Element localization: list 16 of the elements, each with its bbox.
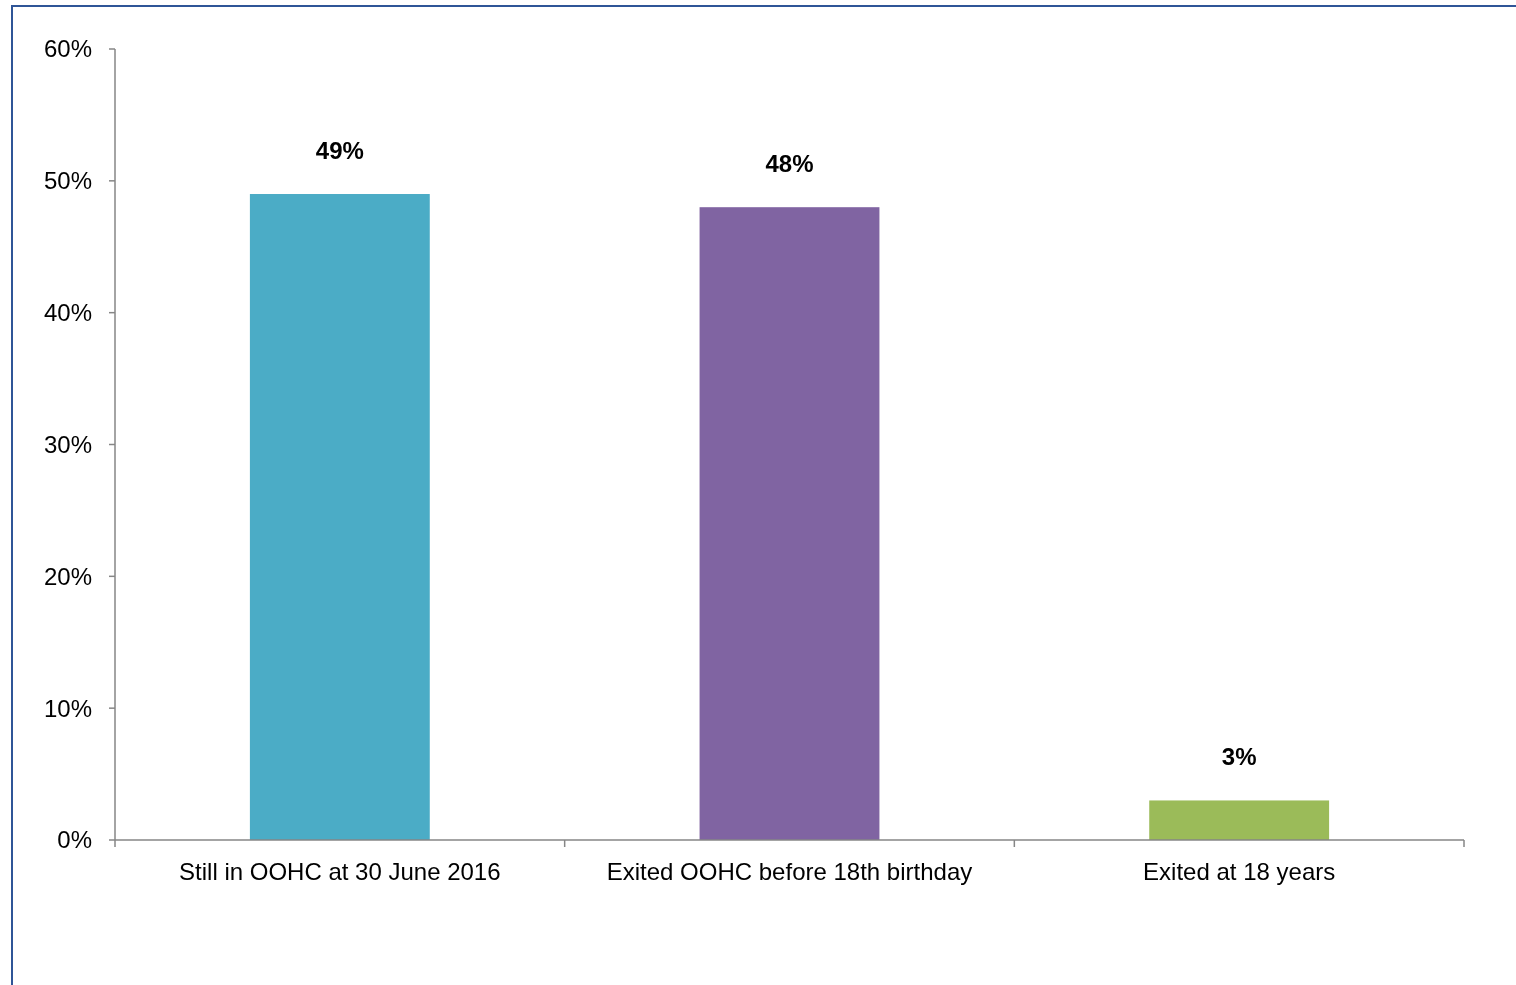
data-label: 48% bbox=[765, 150, 814, 178]
x-tick-label: Still in OOHC at 30 June 2016 bbox=[179, 858, 501, 886]
y-tick-label: 30% bbox=[43, 430, 92, 458]
y-tick-label: 40% bbox=[43, 299, 92, 327]
bar bbox=[1149, 800, 1330, 840]
y-tick-label: 60% bbox=[43, 35, 92, 63]
x-tick-label: Exited at 18 years bbox=[1143, 858, 1336, 886]
y-tick-label: 20% bbox=[43, 562, 92, 590]
x-tick-label: Exited OOHC before 18th birthday bbox=[606, 858, 973, 886]
y-tick-label: 50% bbox=[43, 167, 92, 195]
data-label: 49% bbox=[315, 137, 364, 165]
y-tick-label: 0% bbox=[57, 826, 92, 854]
data-label: 3% bbox=[1221, 743, 1257, 771]
y-tick-label: 10% bbox=[43, 694, 92, 722]
bar bbox=[249, 194, 430, 840]
bar bbox=[699, 207, 880, 840]
